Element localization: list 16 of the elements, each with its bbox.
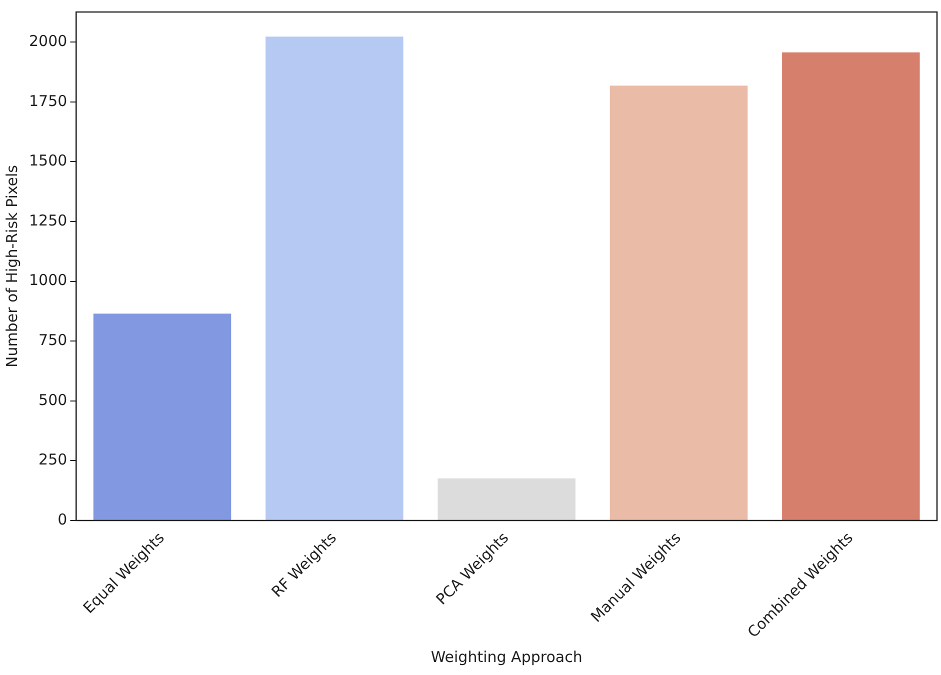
y-tick-label: 0 (58, 510, 68, 528)
bar (438, 478, 576, 520)
y-tick-label: 250 (38, 450, 68, 469)
y-tick-label: 2000 (28, 32, 68, 50)
y-tick-label: 1750 (28, 92, 68, 110)
bar (266, 36, 404, 520)
y-tick-label: 1000 (28, 271, 68, 290)
y-axis-title: Number of High-Risk Pixels (2, 164, 21, 368)
y-tick-label: 750 (38, 331, 68, 350)
bar (93, 314, 232, 520)
bar (782, 52, 920, 520)
y-tick-label: 1250 (28, 211, 68, 230)
x-axis-title: Weighting Approach (430, 648, 582, 666)
y-tick-label: 500 (38, 390, 68, 409)
y-tick-label: 1500 (28, 152, 68, 170)
bar (610, 86, 748, 520)
